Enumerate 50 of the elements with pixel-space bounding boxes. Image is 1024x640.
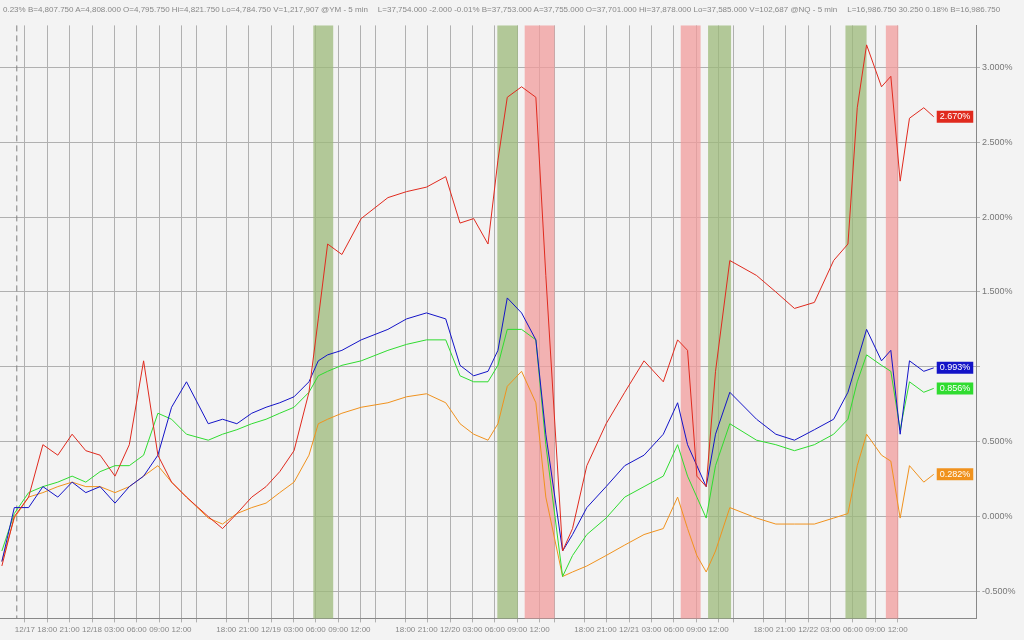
y-tick-label: 1.500% [982, 286, 1013, 297]
x-tick-label: 12:00 [350, 625, 372, 635]
x-tick-label: 12:00 [171, 625, 193, 635]
x-tick-label: 18:00 [753, 625, 774, 635]
x-tick-label: 12/22 [798, 625, 819, 635]
x-tick-label: 03:00 [104, 625, 125, 635]
x-tick-label: 12/19 [261, 625, 282, 635]
data-label: 0.856% [939, 382, 971, 393]
x-tick-label: 21:00 [238, 625, 260, 635]
text: 0.23% B=4,807.750 A=4,808.000 O=4,795.750 Hi=4,821.750 Lo=4,784.750 V=1,217,907 @YM - 5 min [3, 4, 368, 14]
x-tick-label: 03:00 [820, 625, 842, 635]
x-tick-label: 21:00 [775, 625, 797, 635]
x-tick-label: 06:00 [663, 625, 685, 635]
x-tick-label: 03:00 [641, 625, 663, 635]
x-tick-label: 18:00 [37, 625, 58, 635]
y-tick-label: -0.500% [982, 585, 1016, 596]
y-tick-label: 3.000% [982, 61, 1013, 72]
data-label: 0.993% [939, 362, 971, 373]
data-label: 0.282% [939, 468, 971, 479]
x-tick-label: 03:00 [462, 625, 484, 635]
y-tick-label: 2.500% [982, 136, 1013, 147]
y-tick-label: 2.000% [982, 211, 1013, 222]
x-tick-label: 21:00 [59, 625, 81, 635]
x-tick-label: 09:00 [328, 625, 349, 635]
x-tick-label: 03:00 [283, 625, 304, 635]
x-tick-label: 06:00 [126, 625, 148, 635]
x-tick-label: 18:00 [574, 625, 595, 635]
x-tick-label: 12/18 [81, 625, 103, 635]
x-tick-label: 12:00 [708, 625, 730, 635]
x-tick-label: 09:00 [865, 625, 886, 635]
x-tick-label: 09:00 [686, 625, 707, 635]
y-tick-label: 0.500% [982, 436, 1013, 447]
x-tick-label: 18:00 [395, 625, 416, 635]
y-tick-label: 0.000% [982, 511, 1013, 522]
x-tick-label: 09:00 [507, 625, 528, 635]
x-tick-label: 12/17 [14, 625, 36, 635]
x-tick-label: 18:00 [216, 625, 237, 635]
x-tick-label: 12/21 [619, 625, 640, 635]
x-tick-label: 06:00 [484, 625, 506, 635]
x-tick-label: 21:00 [596, 625, 618, 635]
x-tick-label: 12/20 [440, 625, 461, 635]
x-tick-label: 12:00 [887, 625, 909, 635]
text: L=37,754.000 -2.000 -0.01% B=37,753.000 A=37,755.000 O=37,701.000 Hi=37,878.000 Lo=37,585.000 V=102,687 @NQ - 5 min [377, 4, 838, 14]
x-tick-label: 06:00 [842, 625, 864, 635]
text: L=16,986.750 30.250 0.18% B=16,986.750 [847, 4, 1001, 14]
x-tick-label: 09:00 [149, 625, 170, 635]
x-tick-label: 21:00 [417, 625, 439, 635]
x-tick-label: 12:00 [529, 625, 551, 635]
x-tick-label: 06:00 [305, 625, 327, 635]
data-label: 2.670% [939, 111, 971, 122]
